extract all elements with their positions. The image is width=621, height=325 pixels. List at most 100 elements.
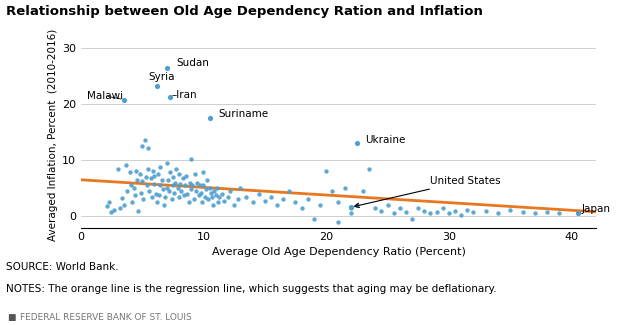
Point <box>186 156 196 162</box>
Text: FEDERAL RESERVE BANK OF ST. LOUIS: FEDERAL RESERVE BANK OF ST. LOUIS <box>20 313 193 322</box>
Point <box>125 170 135 175</box>
Point <box>145 188 155 194</box>
Point <box>169 190 179 195</box>
Point <box>462 207 472 212</box>
Point <box>112 166 122 171</box>
Point <box>194 192 204 198</box>
Point <box>119 202 129 208</box>
Point <box>223 194 233 199</box>
Point <box>179 192 189 198</box>
Point <box>143 166 153 171</box>
Point <box>180 183 190 188</box>
Point <box>161 160 171 165</box>
Point <box>126 183 136 188</box>
Point <box>225 188 235 194</box>
Point <box>186 187 196 192</box>
Point <box>132 177 142 182</box>
Point <box>152 200 162 205</box>
Point <box>115 205 125 211</box>
Point <box>573 211 582 216</box>
Point <box>142 183 152 188</box>
Point <box>260 198 270 203</box>
Point <box>204 197 214 202</box>
Point <box>121 162 131 167</box>
Point <box>389 211 399 216</box>
Point <box>189 197 199 202</box>
Point <box>217 191 227 196</box>
Point <box>376 208 386 213</box>
Point <box>327 188 337 194</box>
Point <box>154 192 164 198</box>
Point <box>140 138 150 143</box>
Point <box>196 190 206 195</box>
Point <box>158 187 168 192</box>
Point <box>297 205 307 211</box>
Point <box>109 207 119 212</box>
Point <box>303 197 313 202</box>
Point <box>413 205 423 211</box>
Point <box>209 188 219 194</box>
Point <box>352 141 362 146</box>
Point <box>146 176 156 181</box>
Point <box>248 200 258 205</box>
Point <box>122 188 132 194</box>
Point <box>284 188 294 194</box>
Point <box>197 200 207 205</box>
Point <box>333 219 343 225</box>
Point <box>106 209 116 215</box>
Point <box>150 181 160 186</box>
Point <box>156 177 166 182</box>
Point <box>235 186 245 191</box>
Point <box>407 216 417 222</box>
Point <box>161 186 171 191</box>
Point <box>176 188 186 194</box>
Text: United States: United States <box>355 176 501 208</box>
Text: Relationship between Old Age Dependency Ration and Inflation: Relationship between Old Age Dependency … <box>6 5 483 18</box>
Point <box>159 202 169 208</box>
Point <box>199 170 209 175</box>
Point <box>207 194 217 199</box>
Point <box>166 197 176 202</box>
Point <box>321 169 331 174</box>
Point <box>352 202 362 208</box>
Point <box>188 183 197 188</box>
Point <box>101 203 112 209</box>
Text: Malawi: Malawi <box>87 91 123 101</box>
Point <box>530 211 540 216</box>
Point <box>419 208 429 213</box>
Point <box>152 84 162 89</box>
Point <box>153 172 163 177</box>
Point <box>127 200 137 205</box>
Text: Japan: Japan <box>581 204 610 214</box>
Point <box>168 183 178 188</box>
Point <box>119 97 129 102</box>
Point <box>104 200 114 205</box>
Text: SOURCE: World Bank.: SOURCE: World Bank. <box>6 262 119 272</box>
Point <box>190 172 200 177</box>
Point <box>173 186 183 191</box>
Y-axis label: Averaged Inflation, Percent  (2010-2016): Averaged Inflation, Percent (2010-2016) <box>48 29 58 241</box>
Point <box>395 205 405 211</box>
Point <box>201 187 211 192</box>
Point <box>160 194 170 199</box>
Point <box>370 205 380 211</box>
Point <box>129 186 138 191</box>
Point <box>309 216 319 222</box>
Point <box>383 202 392 208</box>
Point <box>175 181 185 186</box>
Point <box>444 211 454 216</box>
Point <box>147 194 157 199</box>
Point <box>137 144 147 149</box>
Point <box>211 192 220 198</box>
Point <box>150 173 160 178</box>
Point <box>155 183 165 188</box>
Point <box>468 209 478 215</box>
Point <box>450 208 460 213</box>
Text: NOTES: The orange line is the regression line, which suggests that aging may be : NOTES: The orange line is the regression… <box>6 284 497 294</box>
Point <box>178 176 188 181</box>
Point <box>181 173 191 178</box>
Point <box>200 194 210 199</box>
Point <box>195 183 205 188</box>
Point <box>184 200 194 205</box>
Point <box>340 186 350 191</box>
